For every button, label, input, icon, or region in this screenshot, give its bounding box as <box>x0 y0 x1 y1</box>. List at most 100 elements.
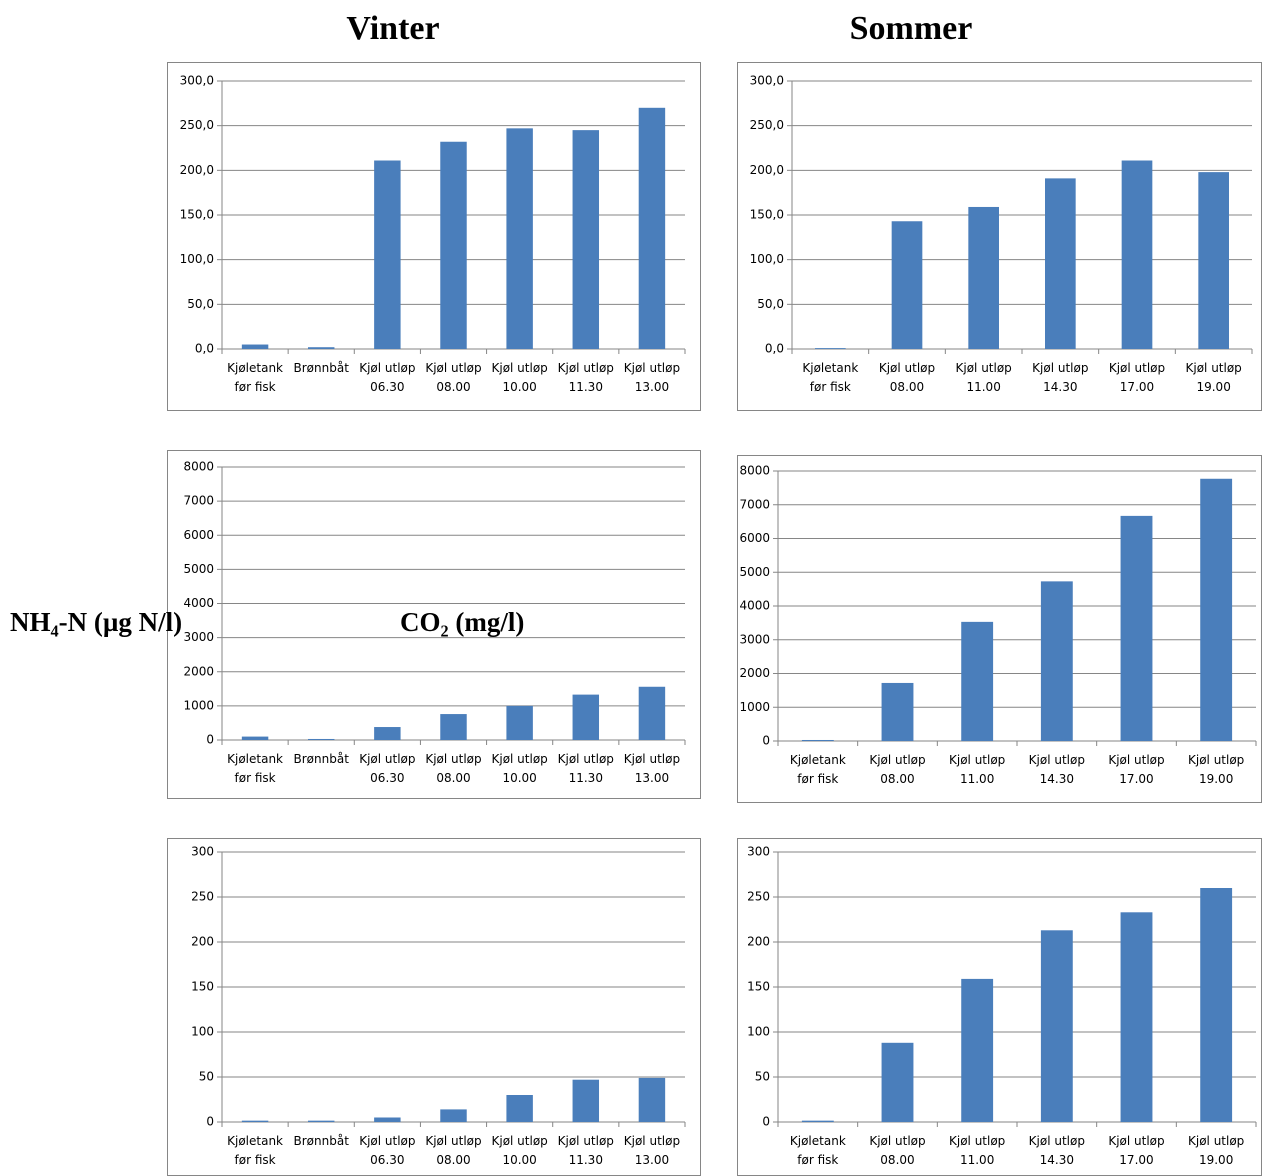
bar <box>572 1079 600 1122</box>
bar <box>1040 581 1073 741</box>
x-label-box: Kjøletank før fisk <box>227 1134 283 1167</box>
x-tick-label: Kjøl utløp 08.00 <box>869 1134 926 1167</box>
chart: 0,0 50,0 100,0 150,0 200,0 250,0 300,0 Kjøletan… <box>737 62 1262 411</box>
x-tick-label: Kjøl utløp 10.00 <box>491 752 548 785</box>
x-label-box: Kjøl utløp 13.00 <box>623 1134 681 1167</box>
x-label-box: Kjøl utløp 19.00 <box>1186 361 1242 394</box>
chart-frame <box>737 62 1262 411</box>
bar <box>307 738 335 740</box>
bar <box>801 739 834 741</box>
bar <box>638 686 666 740</box>
x-tick-label: Kjøl utløp 13.00 <box>623 1134 681 1167</box>
y-tick-label: 100 <box>747 1025 770 1039</box>
bar <box>572 694 600 740</box>
y-tick-label: 3000 <box>183 630 214 644</box>
x-tick-label: Kjøl utløp 10.00 <box>491 1134 548 1167</box>
bar <box>881 682 914 741</box>
x-label-box: Kjøl utløp 10.00 <box>491 752 548 785</box>
x-tick-label: Kjøl utløp 17.00 <box>1108 361 1166 394</box>
row-label: CO₂ (mg/l) <box>400 607 524 637</box>
y-tick-label: 4000 <box>183 596 214 610</box>
x-tick-label: Brønnbåt <box>293 361 349 375</box>
bar <box>440 141 467 349</box>
y-tick-label: 200 <box>191 935 214 949</box>
x-label-box: Kjøletank før fisk <box>227 361 283 394</box>
x-tick-label: Kjøl utløp 19.00 <box>1188 753 1245 786</box>
x-tick-label: Kjøl utløp 08.00 <box>425 752 482 785</box>
x-tick-label: Brønnbåt <box>293 752 349 766</box>
x-label-box: Kjøl utløp 06.30 <box>359 361 416 394</box>
x-tick-label: Kjøl utløp 13.00 <box>623 752 681 785</box>
x-label-box: Kjøletank før fisk <box>802 361 858 394</box>
bar <box>638 1077 666 1122</box>
x-label-box: Kjøl utløp 11.00 <box>949 1134 1005 1167</box>
bar <box>1120 515 1153 741</box>
x-tick-label: Kjøl utløp 13.00 <box>623 361 681 394</box>
bar <box>1120 912 1153 1122</box>
x-tick-label: Kjøletank før fisk <box>227 1134 283 1167</box>
x-label-box: Kjøl utløp 17.00 <box>1108 753 1165 786</box>
x-label-box: Kjøl utløp 08.00 <box>878 361 936 394</box>
bar <box>572 130 600 349</box>
x-label-box: Kjøl utløp 11.30 <box>557 361 614 394</box>
x-label-box: Kjøl utløp 13.00 <box>623 752 681 785</box>
bar <box>506 1095 533 1122</box>
x-label-box: Kjøl utløp 13.00 <box>623 361 681 394</box>
bar <box>374 727 401 740</box>
y-tick-label: 150,0 <box>180 208 214 222</box>
y-tick-label: 6000 <box>183 528 214 542</box>
x-tick-label: Kjøl utløp 06.30 <box>359 361 416 394</box>
bar <box>815 348 846 349</box>
bar <box>241 1120 269 1122</box>
bar <box>374 160 401 349</box>
bar <box>1200 888 1233 1122</box>
x-tick-label: Kjøl utløp 19.00 <box>1188 1134 1245 1167</box>
chart: 0 1000 2000 3000 4000 5000 6000 7000 8000 Kjøleta… <box>737 455 1262 803</box>
y-tick-label: 200,0 <box>180 163 214 177</box>
x-label-box: Kjøl utløp 17.00 <box>1108 361 1166 394</box>
x-tick-label: Kjøl utløp 06.30 <box>359 752 416 785</box>
column-title: Vinter <box>346 10 439 47</box>
y-tick-label: 2000 <box>739 666 770 680</box>
x-tick-label: Kjøl utløp 14.30 <box>1032 361 1089 394</box>
x-tick-label: Kjøletank før fisk <box>227 361 283 394</box>
chart: 0,0 50,0 100,0 150,0 200,0 250,0 300,0 Kjøletan… <box>167 62 701 411</box>
bar <box>961 621 994 741</box>
x-label-box: Kjøl utløp 10.00 <box>491 361 547 394</box>
y-tick-label: 150,0 <box>750 208 784 222</box>
chart: 0 50 100 150 200 250 300 Kjøletank før fisk Kjøl… <box>737 838 1262 1176</box>
bar <box>801 1120 834 1122</box>
bar <box>307 347 335 349</box>
y-tick-label: 2000 <box>183 664 214 678</box>
y-tick-label: 0 <box>206 1115 214 1129</box>
y-tick-label: 0 <box>762 734 770 748</box>
y-tick-label: 200,0 <box>750 163 784 177</box>
y-tick-label: 0,0 <box>195 342 214 356</box>
x-tick-label: Kjøl utløp 08.00 <box>425 1134 482 1167</box>
x-tick-label: Kjøl utløp 11.00 <box>955 361 1012 394</box>
y-tick-label: 250,0 <box>180 118 214 132</box>
x-tick-label: Kjøl utløp 08.00 <box>878 361 936 394</box>
x-label-box: Kjøl utløp 08.00 <box>869 753 925 786</box>
bar <box>968 206 999 349</box>
bar <box>961 978 994 1122</box>
chart-frame <box>167 838 701 1176</box>
y-tick-label: 7000 <box>739 497 770 511</box>
x-tick-label: Kjøl utløp 11.30 <box>557 361 614 394</box>
x-tick-label: Kjøletank før fisk <box>789 753 846 786</box>
x-tick-label: Kjøletank før fisk <box>227 752 283 785</box>
y-tick-label: 300 <box>191 845 214 859</box>
x-label-box: Kjøl utløp 10.00 <box>491 1134 548 1167</box>
x-tick-label: Kjøl utløp 11.00 <box>949 753 1006 786</box>
x-tick-label: Kjøl utløp 17.00 <box>1108 1134 1165 1167</box>
x-label-box: Brønnbåt <box>293 752 349 766</box>
x-label-box: Kjøl utløp 11.00 <box>955 361 1012 394</box>
x-tick-label: Kjøletank før fisk <box>789 1134 846 1167</box>
y-tick-label: 300 <box>747 845 770 859</box>
x-tick-label: Kjøl utløp 11.30 <box>557 1134 614 1167</box>
x-tick-label: Kjøl utløp 17.00 <box>1108 753 1165 786</box>
chart: 0 1000 2000 3000 4000 5000 6000 7000 8000 Kjøleta… <box>167 450 701 799</box>
y-tick-label: 300,0 <box>180 74 214 88</box>
x-label-box: Kjøl utløp 11.30 <box>558 752 614 785</box>
